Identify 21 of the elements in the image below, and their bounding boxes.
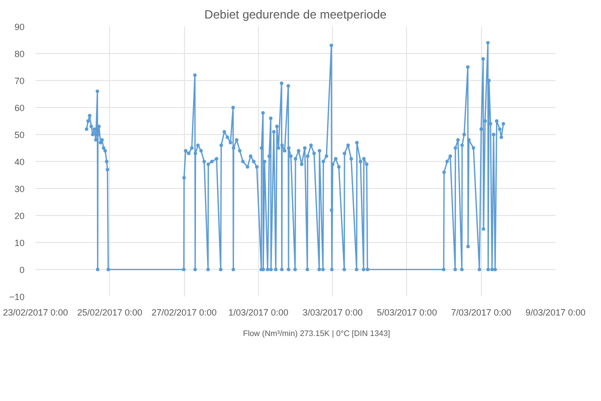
x-tick-label: 9/03/2017 0:00 [525, 308, 586, 318]
y-tick-label: 60 [14, 103, 25, 113]
x-tick-label: 5/03/2017 0:00 [376, 308, 437, 318]
x-tick-label: 25/02/2017 0:00 [77, 308, 142, 318]
y-tick-label: 0 [19, 265, 25, 275]
x-tick-label: 23/02/2017 0:00 [2, 308, 68, 318]
x-tick-label: 7/03/2017 0:00 [451, 308, 512, 318]
y-tick-label: 40 [14, 157, 25, 167]
y-tick-label: 30 [14, 184, 25, 194]
y-tick-label: 20 [14, 211, 25, 221]
y-tick-label: 80 [14, 49, 25, 59]
x-tick-label: 27/02/2017 0:00 [152, 308, 217, 318]
y-tick-label: 50 [14, 130, 25, 140]
chart-title: Debiet gedurende de meetperiode [204, 8, 387, 22]
y-tick-label: 90 [14, 22, 25, 32]
text: Flow (Nm³/min) 273.15K | 0°C [DIN 1343] [242, 328, 390, 338]
x-tick-label: 1/03/2017 0:00 [228, 308, 288, 318]
y-tick-label: 10 [14, 238, 25, 248]
y-tick-label: −10 [9, 292, 25, 302]
x-tick-label: 3/03/2017 0:00 [302, 308, 363, 318]
y-tick-label: 70 [14, 76, 25, 86]
